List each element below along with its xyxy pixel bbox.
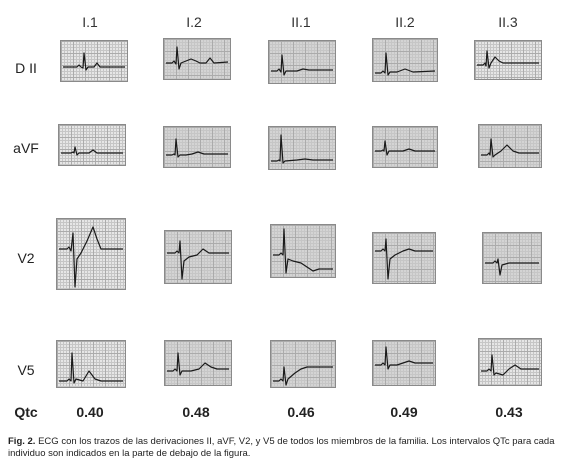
ecg-panel-avf-i1 xyxy=(58,124,126,166)
ecg-panel-dii-i2 xyxy=(163,38,231,80)
ecg-panel-v5-ii1 xyxy=(270,340,336,388)
caption-text: ECG con los trazos de las derivaciones I… xyxy=(8,436,555,459)
row-label-dii: D II xyxy=(15,60,37,76)
ecg-panel-dii-ii1 xyxy=(268,40,336,84)
ecg-panel-dii-i1 xyxy=(60,40,128,82)
ecg-panel-v5-i2 xyxy=(164,340,232,386)
ecg-panel-v5-i1 xyxy=(56,340,126,388)
ecg-panel-avf-ii1 xyxy=(268,126,336,170)
ecg-panel-avf-ii3 xyxy=(478,124,542,168)
ecg-panel-v2-ii2 xyxy=(372,232,436,284)
row-label-v2: V2 xyxy=(17,250,35,266)
ecg-panel-v2-i1 xyxy=(56,218,126,290)
row-label-avf: aVF xyxy=(13,140,39,156)
ecg-panel-dii-ii3 xyxy=(474,40,542,80)
ecg-panel-avf-ii2 xyxy=(372,126,438,168)
ecg-panel-avf-i2 xyxy=(163,126,231,168)
ecg-panel-v2-i2 xyxy=(164,230,232,284)
caption-prefix: Fig. 2. xyxy=(8,436,36,447)
ecg-panel-v5-ii3 xyxy=(478,338,542,386)
figure-caption: Fig. 2. ECG con los trazos de las deriva… xyxy=(8,436,558,460)
ecg-panel-dii-ii2 xyxy=(372,38,438,82)
ecg-panel-v5-ii2 xyxy=(372,340,436,386)
column-header-ii1: II.1 xyxy=(291,14,311,30)
qtc-value-ii1: 0.46 xyxy=(287,404,315,420)
column-header-ii3: II.3 xyxy=(498,14,518,30)
column-header-i2: I.2 xyxy=(186,14,202,30)
column-header-i1: I.1 xyxy=(82,14,98,30)
qtc-value-i1: 0.40 xyxy=(76,404,104,420)
qtc-value-i2: 0.48 xyxy=(182,404,210,420)
ecg-panel-v2-ii1 xyxy=(270,224,336,278)
row-label-v5: V5 xyxy=(17,362,35,378)
ecg-panel-v2-ii3 xyxy=(482,232,542,284)
column-header-ii2: II.2 xyxy=(395,14,415,30)
qtc-value-ii2: 0.49 xyxy=(390,404,418,420)
qtc-value-ii3: 0.43 xyxy=(495,404,523,420)
qtc-row-label: Qtc xyxy=(14,404,38,420)
